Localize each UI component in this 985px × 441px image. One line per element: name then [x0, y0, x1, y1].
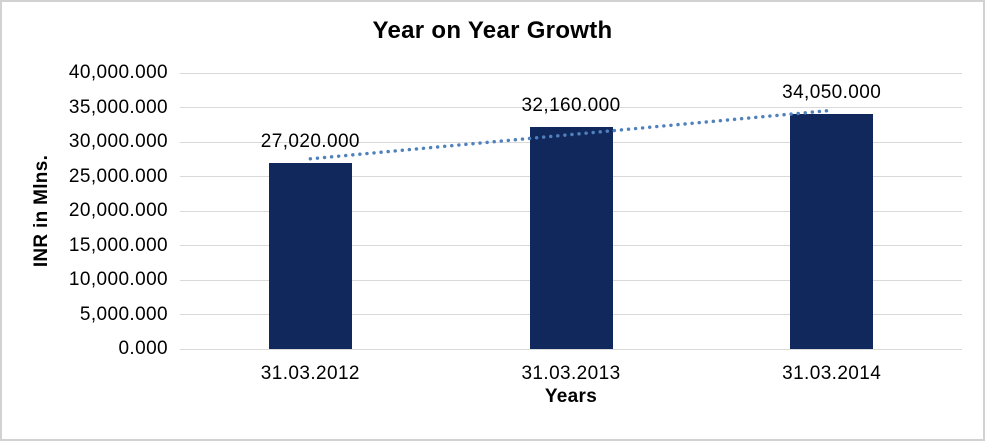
y-tick-label: 10,000.000 [68, 269, 168, 290]
y-tick-label: 35,000.000 [68, 96, 168, 118]
data-label: 34,050.000 [782, 82, 882, 104]
y-tick-label: 5,000.000 [79, 303, 168, 325]
chart-title: Year on Year Growth [372, 17, 613, 44]
bar [268, 162, 352, 349]
y-tick-label: 25,000.000 [68, 165, 168, 187]
bar [790, 114, 874, 349]
bar [529, 127, 613, 349]
y-tick-label: 0.000 [118, 338, 168, 359]
gridline [180, 72, 962, 74]
x-tick-label: 31.03.2012 [260, 363, 360, 384]
trendline-path [308, 108, 834, 161]
data-label: 32,160.000 [521, 95, 621, 117]
data-label: 27,020.000 [260, 130, 360, 152]
y-tick-label: 20,000.000 [68, 200, 168, 221]
y-tick-label: 40,000.000 [68, 62, 168, 83]
gridline [180, 107, 962, 108]
x-tick-label: 31.03.2013 [521, 363, 621, 384]
y-tick-label: 15,000.000 [68, 234, 168, 256]
y-tick-label: 30,000.000 [68, 131, 168, 152]
gridline [180, 348, 962, 350]
plot-area: 27,020.000 32,160.000 34,050.000 [180, 72, 962, 350]
x-tick-label: 31.03.2014 [782, 363, 882, 384]
trendline [308, 108, 834, 161]
x-axis-title: Years [544, 386, 598, 407]
